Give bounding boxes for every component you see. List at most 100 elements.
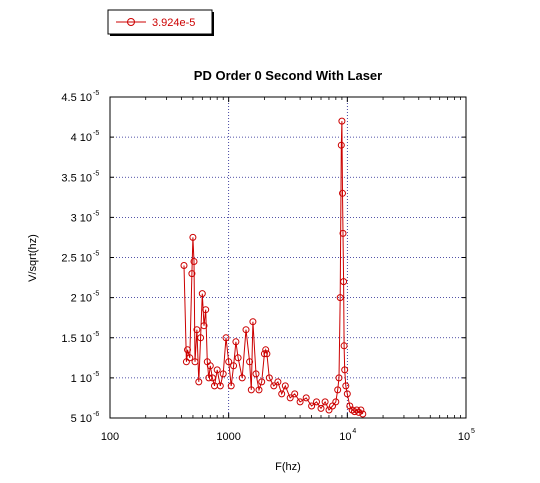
data-point — [186, 354, 194, 362]
data-point — [182, 358, 190, 366]
data-point — [242, 326, 250, 334]
data-point — [321, 398, 329, 406]
data-point — [296, 398, 304, 406]
data-point — [317, 404, 325, 412]
data-point — [351, 408, 358, 416]
data-point — [216, 382, 224, 390]
y-tick-exponent: -6 — [93, 411, 99, 418]
data-point — [193, 326, 201, 334]
data-point — [255, 386, 263, 394]
series-3.924e-5 — [180, 117, 367, 418]
y-tick-exponent: -5 — [93, 130, 99, 137]
data-point — [337, 141, 345, 149]
data-point — [230, 362, 238, 370]
x-tick-label: 100 — [101, 431, 119, 443]
data-point — [206, 362, 214, 370]
data-point — [343, 390, 351, 398]
data-point — [213, 366, 221, 374]
data-point — [180, 262, 188, 269]
data-point — [325, 406, 333, 414]
x-tick-label: 10 — [339, 431, 351, 443]
y-tick-label: 4.5 10 — [61, 92, 92, 104]
data-point — [205, 374, 213, 382]
y-tick-exponent: -5 — [93, 291, 99, 298]
y-tick-exponent: -5 — [93, 331, 99, 338]
data-point — [184, 346, 191, 354]
data-point — [188, 270, 196, 278]
data-point — [202, 306, 210, 314]
y-tick-label: 3.5 10 — [61, 172, 92, 184]
data-point — [341, 366, 349, 374]
data-point — [232, 338, 240, 346]
y-tick-exponent: -5 — [93, 210, 99, 217]
data-point — [332, 398, 340, 406]
data-point — [190, 258, 198, 265]
data-point — [339, 189, 346, 197]
data-point — [227, 382, 235, 390]
data-point — [191, 358, 199, 366]
data-point — [238, 374, 246, 382]
data-point — [313, 398, 320, 406]
x-tick-label: 10 — [458, 431, 470, 443]
x-tick-label: 1000 — [216, 431, 240, 443]
legend: 3.924e-5 — [107, 9, 214, 36]
data-point — [336, 294, 344, 302]
y-tick-exponent: -5 — [93, 251, 99, 258]
data-point — [246, 358, 254, 366]
data-point — [339, 229, 347, 237]
data-point — [281, 382, 289, 390]
data-point — [334, 386, 342, 394]
data-point — [208, 374, 216, 382]
axis-ticks: 5 10 -61 10 -51.5 10 -52 10 -52.5 10 -53 10 -5… — [61, 90, 475, 443]
y-tick-label: 4 10 — [71, 132, 92, 144]
data-point — [249, 318, 257, 326]
data-point — [189, 233, 197, 241]
data-point — [247, 386, 255, 394]
data-point — [198, 290, 206, 298]
data-point — [340, 278, 348, 286]
y-tick-exponent: -5 — [93, 371, 99, 378]
data-point — [252, 370, 260, 378]
chart-title: PD Order 0 Second With Laser — [194, 68, 382, 83]
data-point — [340, 342, 348, 350]
data-point — [335, 374, 343, 382]
data-point — [359, 410, 367, 418]
data-point — [357, 406, 365, 414]
y-tick-label: 1.5 10 — [61, 333, 92, 345]
data-point — [270, 382, 278, 390]
data-point — [308, 402, 316, 410]
x-tick-exponent: 4 — [352, 428, 356, 435]
y-tick-label: 2.5 10 — [61, 253, 92, 265]
data-point — [200, 322, 208, 330]
data-point — [222, 334, 230, 342]
data-point — [262, 346, 270, 354]
legend-label: 3.924e-5 — [152, 17, 195, 29]
data-point — [195, 378, 203, 386]
y-tick-exponent: -5 — [93, 90, 99, 97]
data-point — [260, 350, 268, 358]
data-point — [278, 390, 286, 398]
y-axis-label: V/sqrt(hz) — [27, 234, 39, 282]
data-point — [234, 354, 242, 362]
data-point — [342, 382, 350, 390]
data-point — [225, 358, 233, 366]
data-point — [338, 117, 346, 125]
x-tick-exponent: 5 — [471, 428, 475, 435]
y-tick-label: 5 10 — [71, 413, 92, 425]
data-point — [302, 394, 310, 402]
y-tick-exponent: -5 — [93, 170, 99, 177]
data-point — [219, 370, 227, 378]
data-point — [291, 390, 299, 398]
y-tick-label: 2 10 — [71, 293, 92, 305]
y-tick-label: 1 10 — [71, 373, 92, 385]
legend-marker-swatch — [127, 18, 135, 26]
data-point — [286, 394, 294, 402]
data-point — [197, 334, 205, 342]
x-axis-label: F(hz) — [275, 461, 301, 473]
data-point — [263, 350, 271, 358]
data-point — [274, 378, 282, 386]
y-tick-label: 3 10 — [71, 212, 92, 224]
data-point — [265, 374, 273, 382]
data-point — [258, 378, 266, 386]
